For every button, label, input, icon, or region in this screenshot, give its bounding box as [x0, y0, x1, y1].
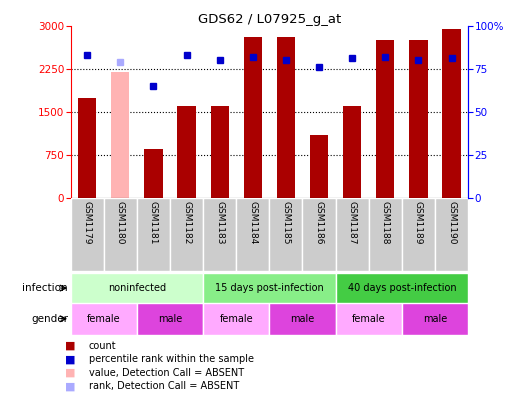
Bar — [343, 106, 361, 198]
Bar — [211, 106, 229, 198]
Bar — [277, 37, 295, 198]
Text: GSM1187: GSM1187 — [348, 201, 357, 244]
Text: GSM1180: GSM1180 — [116, 201, 125, 244]
Bar — [336, 273, 468, 303]
Text: GSM1179: GSM1179 — [83, 201, 92, 244]
Bar — [402, 303, 468, 335]
Text: GSM1189: GSM1189 — [414, 201, 423, 244]
Text: rank, Detection Call = ABSENT: rank, Detection Call = ABSENT — [89, 381, 239, 391]
Bar — [203, 303, 269, 335]
Bar — [177, 106, 196, 198]
Text: GSM1188: GSM1188 — [381, 201, 390, 244]
Text: female: female — [352, 314, 385, 324]
Bar — [104, 198, 137, 271]
Bar — [203, 273, 336, 303]
Bar — [71, 273, 203, 303]
Text: male: male — [158, 314, 182, 324]
Bar — [137, 198, 170, 271]
Bar — [203, 198, 236, 271]
Text: female: female — [220, 314, 253, 324]
Bar — [71, 198, 104, 271]
Bar — [244, 37, 262, 198]
Text: 15 days post-infection: 15 days post-infection — [215, 283, 324, 293]
Text: ■: ■ — [65, 381, 76, 391]
Bar — [71, 303, 137, 335]
Bar — [144, 149, 163, 198]
Bar — [302, 198, 336, 271]
Text: percentile rank within the sample: percentile rank within the sample — [89, 354, 254, 364]
Text: noninfected: noninfected — [108, 283, 166, 293]
Bar — [269, 198, 302, 271]
Bar — [269, 303, 336, 335]
Bar — [376, 40, 394, 198]
Text: GSM1181: GSM1181 — [149, 201, 158, 244]
Bar — [336, 198, 369, 271]
Bar — [402, 198, 435, 271]
Text: GSM1185: GSM1185 — [281, 201, 290, 244]
Bar — [78, 97, 96, 198]
Text: count: count — [89, 341, 117, 351]
Bar — [111, 72, 129, 198]
Text: male: male — [423, 314, 447, 324]
Text: GSM1182: GSM1182 — [182, 201, 191, 244]
Bar — [310, 135, 328, 198]
Bar — [336, 303, 402, 335]
Bar — [170, 198, 203, 271]
Bar — [369, 198, 402, 271]
Text: gender: gender — [31, 314, 68, 324]
Bar — [236, 198, 269, 271]
Bar — [137, 303, 203, 335]
Text: ■: ■ — [65, 341, 76, 351]
Text: GSM1183: GSM1183 — [215, 201, 224, 244]
Text: 40 days post-infection: 40 days post-infection — [347, 283, 456, 293]
Text: male: male — [290, 314, 315, 324]
Bar — [442, 29, 461, 198]
Text: GSM1184: GSM1184 — [248, 201, 257, 244]
Text: GDS62 / L07925_g_at: GDS62 / L07925_g_at — [198, 13, 341, 26]
Text: GSM1190: GSM1190 — [447, 201, 456, 244]
Text: value, Detection Call = ABSENT: value, Detection Call = ABSENT — [89, 367, 244, 378]
Bar — [435, 198, 468, 271]
Text: GSM1186: GSM1186 — [314, 201, 324, 244]
Text: female: female — [87, 314, 120, 324]
Text: infection: infection — [22, 283, 68, 293]
Bar — [410, 40, 427, 198]
Text: ■: ■ — [65, 354, 76, 364]
Text: ■: ■ — [65, 367, 76, 378]
